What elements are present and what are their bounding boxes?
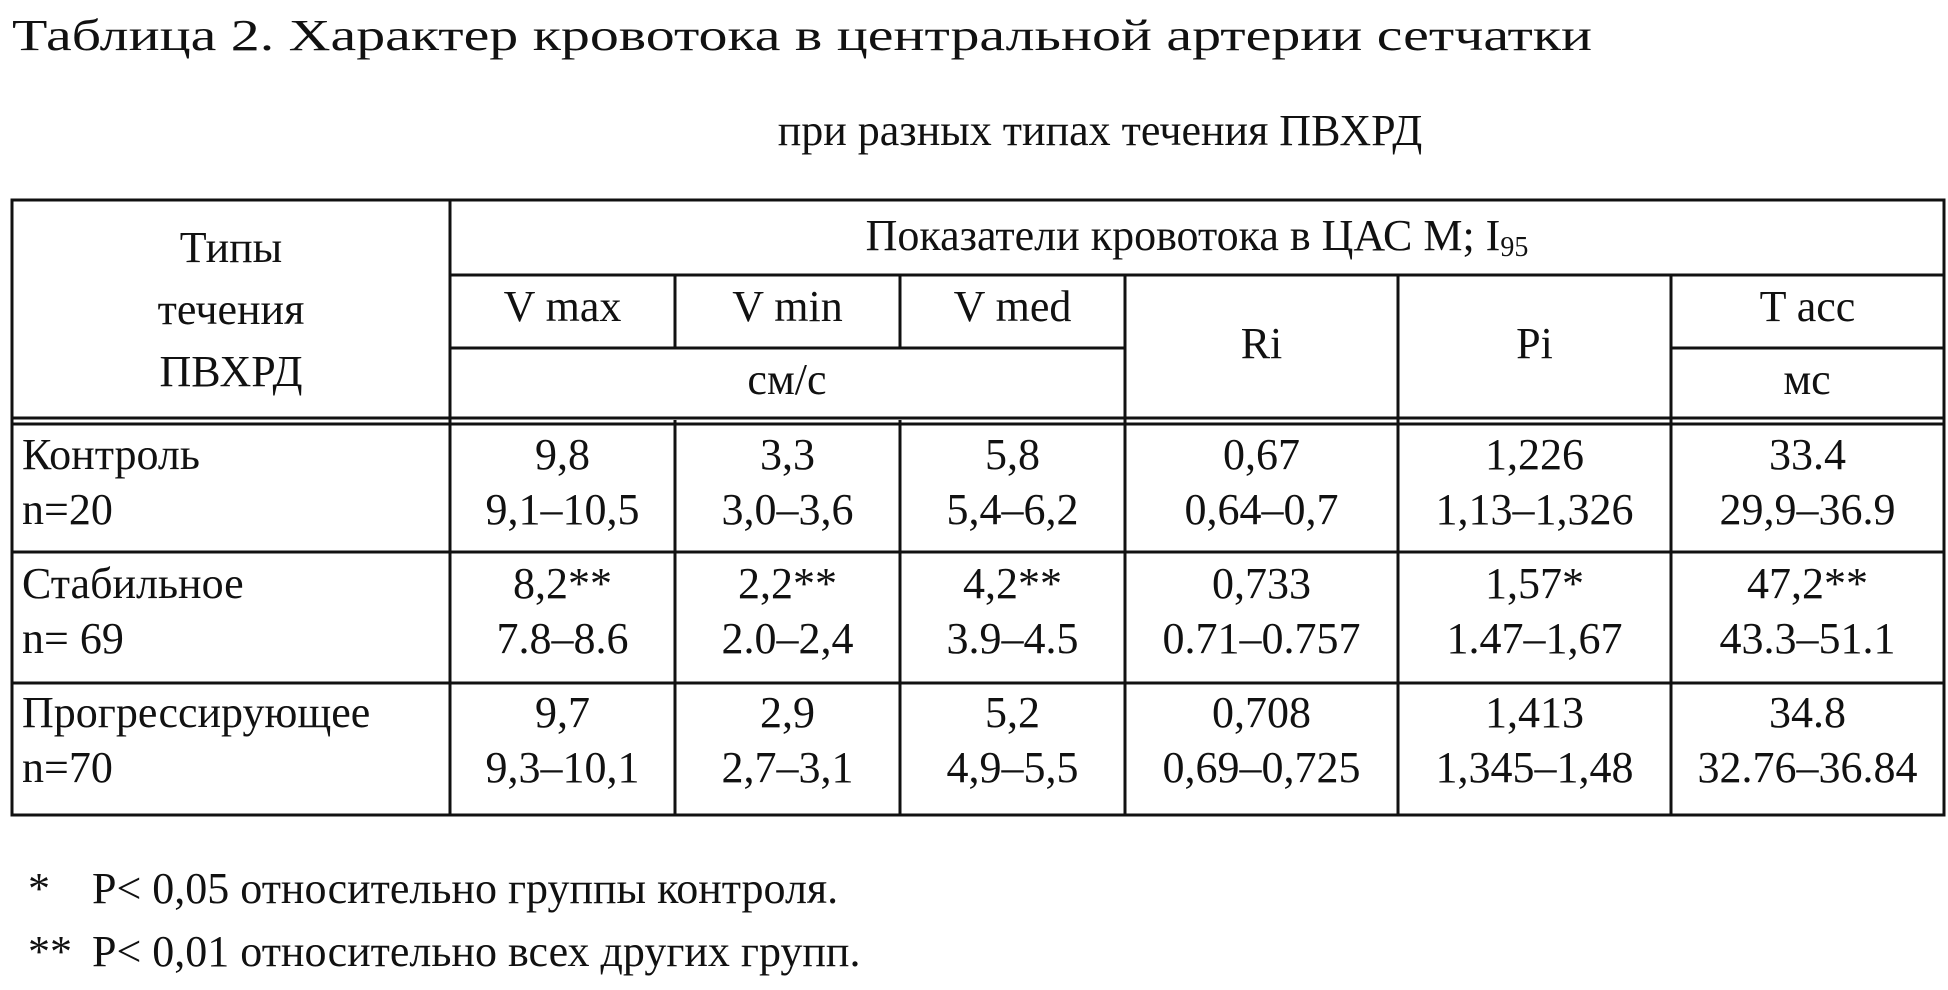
- subscript: 95: [1500, 232, 1528, 263]
- footnote-mark: *: [28, 864, 50, 913]
- column-header: V med: [954, 282, 1072, 331]
- ci-value: 9,3–10,1: [486, 743, 640, 792]
- mean-value: 4,2**: [963, 559, 1062, 608]
- ci-value: 29,9–36.9: [1720, 485, 1896, 534]
- ci-value: 1.47–1,67: [1447, 614, 1623, 663]
- unit: мс: [1783, 355, 1830, 404]
- mean-value: 5,2: [985, 688, 1040, 737]
- group-header: Типы: [180, 223, 282, 272]
- ci-value: 4,9–5,5: [947, 743, 1079, 792]
- mean-value: 3,3: [760, 430, 815, 479]
- ci-value: 5,4–6,2: [947, 485, 1079, 534]
- page: Таблица 2. Характер кровотока в централь…: [0, 0, 1948, 990]
- ci-value: 0.71–0.757: [1163, 614, 1361, 663]
- mean-value: 9,8: [535, 430, 590, 479]
- group-name: Контроль: [22, 430, 200, 479]
- mean-value: 9,7: [535, 688, 590, 737]
- group-n: n=20: [22, 485, 113, 534]
- ci-value: 1,345–1,48: [1436, 743, 1634, 792]
- mean-value: 0,733: [1212, 559, 1311, 608]
- column-header: V min: [732, 282, 842, 331]
- mean-value: 1,226: [1485, 430, 1584, 479]
- footnote-text: P< 0,01 относительно всех других групп.: [92, 927, 860, 976]
- group-header: течения: [158, 285, 305, 334]
- mean-value: 34.8: [1769, 688, 1846, 737]
- ci-value: 2.0–2,4: [722, 614, 854, 663]
- title: Таблица 2. Характер кровотока в централь…: [12, 11, 1592, 60]
- ci-value: 9,1–10,5: [486, 485, 640, 534]
- span-header: Показатели кровотока в ЦАС М; I95: [866, 211, 1529, 263]
- group-name: Стабильное: [22, 559, 244, 608]
- ci-value: 0,69–0,725: [1163, 743, 1361, 792]
- mean-value: 0,67: [1223, 430, 1300, 479]
- column-header: V max: [504, 282, 622, 331]
- ci-value: 32.76–36.84: [1698, 743, 1918, 792]
- ci-value: 7.8–8.6: [497, 614, 629, 663]
- mean-value: 0,708: [1212, 688, 1311, 737]
- mean-value: 47,2**: [1747, 559, 1868, 608]
- ci-value: 3,0–3,6: [722, 485, 854, 534]
- footnote-text: P< 0,05 относительно группы контроля.: [92, 864, 838, 913]
- mean-value: 1,413: [1485, 688, 1584, 737]
- mean-value: 1,57*: [1485, 559, 1584, 608]
- ci-value: 1,13–1,326: [1436, 485, 1634, 534]
- group-name: Прогрессирующее: [22, 688, 370, 737]
- column-header: Ri: [1241, 319, 1283, 368]
- ci-value: 3.9–4.5: [947, 614, 1079, 663]
- ci-value: 0,64–0,7: [1185, 485, 1339, 534]
- group-n: n=70: [22, 743, 113, 792]
- unit: см/с: [747, 355, 826, 404]
- subtitle: при разных типах течения ПВХРД: [778, 106, 1423, 155]
- mean-value: 33.4: [1769, 430, 1846, 479]
- footnote-mark: **: [28, 927, 72, 976]
- group-n: n= 69: [22, 614, 124, 663]
- mean-value: 2,2**: [738, 559, 837, 608]
- mean-value: 2,9: [760, 688, 815, 737]
- ci-value: 43.3–51.1: [1720, 614, 1896, 663]
- column-header: T acc: [1760, 282, 1856, 331]
- mean-value: 5,8: [985, 430, 1040, 479]
- ci-value: 2,7–3,1: [722, 743, 854, 792]
- group-header: ПВХРД: [160, 347, 303, 396]
- column-header: Pi: [1516, 319, 1553, 368]
- mean-value: 8,2**: [513, 559, 612, 608]
